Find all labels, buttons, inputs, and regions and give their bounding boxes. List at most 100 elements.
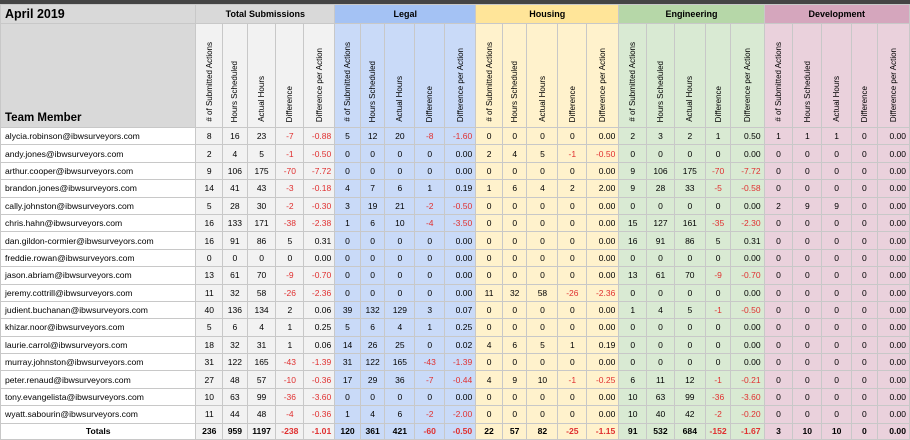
cell-dev-2[interactable]: 0 <box>821 266 853 285</box>
column-header-eng-4[interactable]: Difference per Action <box>730 23 765 128</box>
cell-dev-3[interactable]: 0 <box>851 300 878 320</box>
team-member-email-cell[interactable]: freddie.rowan@ibwsurveyors.com <box>0 248 197 268</box>
column-header-dev-0[interactable]: # of Submitted Actions <box>763 23 794 128</box>
cell-legal-3[interactable]: 0 <box>414 283 446 302</box>
cell-total-1[interactable]: 16 <box>222 126 248 146</box>
cell-eng-2[interactable]: 0 <box>673 283 706 302</box>
cell-dev-3[interactable]: 0 <box>851 353 878 372</box>
cell-dev-1[interactable]: 0 <box>792 335 823 355</box>
cell-dev-1[interactable]: 0 <box>792 231 823 250</box>
total-cell-legal-2[interactable]: 421 <box>384 422 416 440</box>
column-header-dev-4[interactable]: Difference per Action <box>876 23 910 128</box>
cell-eng-4[interactable]: 0.00 <box>730 283 765 302</box>
cell-total-4[interactable]: -0.18 <box>303 179 336 198</box>
cell-total-0[interactable]: 5 <box>195 196 224 215</box>
cell-dev-2[interactable]: 0 <box>821 231 853 250</box>
total-cell-legal-1[interactable]: 361 <box>359 422 386 440</box>
cell-dev-3[interactable]: 0 <box>851 231 878 250</box>
cell-legal-4[interactable]: -2.00 <box>444 405 477 424</box>
cell-eng-2[interactable]: 86 <box>673 231 706 250</box>
cell-eng-0[interactable]: 15 <box>618 213 648 233</box>
cell-total-1[interactable]: 32 <box>222 283 248 302</box>
cell-legal-3[interactable]: -4 <box>414 213 446 233</box>
cell-eng-3[interactable]: 5 <box>704 231 732 250</box>
cell-housing-3[interactable]: 1 <box>557 335 588 355</box>
cell-legal-2[interactable]: 0 <box>384 266 416 285</box>
cell-legal-2[interactable]: 4 <box>384 318 416 337</box>
cell-legal-2[interactable]: 0 <box>384 161 416 181</box>
cell-housing-4[interactable]: 0.00 <box>586 387 620 407</box>
team-member-header[interactable]: Team Member <box>0 23 197 128</box>
cell-housing-4[interactable]: 0.00 <box>586 126 620 146</box>
cell-dev-0[interactable]: 0 <box>763 335 794 355</box>
cell-housing-2[interactable]: 0 <box>526 266 559 285</box>
group-header-housing[interactable]: Housing <box>475 4 620 24</box>
cell-eng-4[interactable]: -0.50 <box>730 300 765 320</box>
cell-total-3[interactable]: -38 <box>275 213 305 233</box>
cell-legal-4[interactable]: 0.00 <box>444 283 477 302</box>
cell-eng-3[interactable]: 0 <box>704 196 732 215</box>
column-header-total-4[interactable]: Difference per Action <box>303 23 336 128</box>
cell-legal-0[interactable]: 14 <box>334 335 361 355</box>
cell-housing-0[interactable]: 0 <box>475 161 503 181</box>
cell-eng-2[interactable]: 0 <box>673 335 706 355</box>
cell-eng-1[interactable]: 0 <box>646 248 675 268</box>
cell-legal-3[interactable]: 3 <box>414 300 446 320</box>
cell-housing-3[interactable]: 0 <box>557 231 588 250</box>
cell-housing-0[interactable]: 11 <box>475 283 503 302</box>
cell-total-1[interactable]: 133 <box>222 213 248 233</box>
cell-total-0[interactable]: 27 <box>195 370 224 389</box>
cell-legal-0[interactable]: 0 <box>334 266 361 285</box>
cell-housing-1[interactable]: 0 <box>501 387 528 407</box>
cell-total-2[interactable]: 30 <box>246 196 277 215</box>
cell-housing-4[interactable]: 0.19 <box>586 335 620 355</box>
total-cell-total-1[interactable]: 959 <box>222 422 248 440</box>
cell-housing-0[interactable]: 0 <box>475 387 503 407</box>
cell-dev-3[interactable]: 0 <box>851 370 878 389</box>
cell-dev-0[interactable]: 0 <box>763 283 794 302</box>
cell-dev-4[interactable]: 0.00 <box>876 300 910 320</box>
column-header-housing-3[interactable]: Difference <box>557 23 588 128</box>
cell-housing-0[interactable]: 0 <box>475 231 503 250</box>
cell-dev-0[interactable]: 0 <box>763 387 794 407</box>
cell-legal-3[interactable]: -43 <box>414 353 446 372</box>
cell-dev-2[interactable]: 0 <box>821 300 853 320</box>
cell-dev-3[interactable]: 0 <box>851 161 878 181</box>
cell-eng-1[interactable]: 63 <box>646 387 675 407</box>
cell-housing-2[interactable]: 0 <box>526 161 559 181</box>
cell-total-3[interactable]: -70 <box>275 161 305 181</box>
cell-dev-3[interactable]: 0 <box>851 335 878 355</box>
total-cell-total-2[interactable]: 1197 <box>246 422 277 440</box>
cell-dev-4[interactable]: 0.00 <box>876 318 910 337</box>
cell-housing-1[interactable]: 0 <box>501 266 528 285</box>
cell-total-2[interactable]: 5 <box>246 144 277 163</box>
cell-eng-1[interactable]: 28 <box>646 179 675 198</box>
cell-total-4[interactable]: 0.25 <box>303 318 336 337</box>
cell-total-1[interactable]: 4 <box>222 144 248 163</box>
column-header-housing-1[interactable]: Hours Scheduled <box>501 23 528 128</box>
cell-total-4[interactable]: -0.50 <box>303 144 336 163</box>
cell-legal-0[interactable]: 17 <box>334 370 361 389</box>
cell-total-0[interactable]: 8 <box>195 126 224 146</box>
column-header-eng-2[interactable]: Actual Hours <box>673 23 706 128</box>
cell-housing-2[interactable]: 0 <box>526 387 559 407</box>
cell-legal-1[interactable]: 4 <box>359 405 386 424</box>
cell-dev-2[interactable]: 0 <box>821 335 853 355</box>
cell-legal-4[interactable]: 0.00 <box>444 248 477 268</box>
cell-eng-4[interactable]: 0.00 <box>730 353 765 372</box>
cell-housing-2[interactable]: 0 <box>526 126 559 146</box>
cell-total-4[interactable]: -0.36 <box>303 405 336 424</box>
cell-housing-1[interactable]: 0 <box>501 196 528 215</box>
cell-dev-1[interactable]: 0 <box>792 144 823 163</box>
cell-eng-2[interactable]: 2 <box>673 126 706 146</box>
cell-total-1[interactable]: 136 <box>222 300 248 320</box>
cell-legal-3[interactable]: 1 <box>414 318 446 337</box>
cell-dev-1[interactable]: 0 <box>792 405 823 424</box>
cell-housing-3[interactable]: 0 <box>557 266 588 285</box>
team-member-email-cell[interactable]: arthur.cooper@ibwsurveyors.com <box>0 161 197 181</box>
cell-dev-0[interactable]: 0 <box>763 405 794 424</box>
cell-dev-0[interactable]: 0 <box>763 318 794 337</box>
cell-housing-2[interactable]: 5 <box>526 335 559 355</box>
cell-housing-0[interactable]: 0 <box>475 248 503 268</box>
cell-dev-4[interactable]: 0.00 <box>876 179 910 198</box>
